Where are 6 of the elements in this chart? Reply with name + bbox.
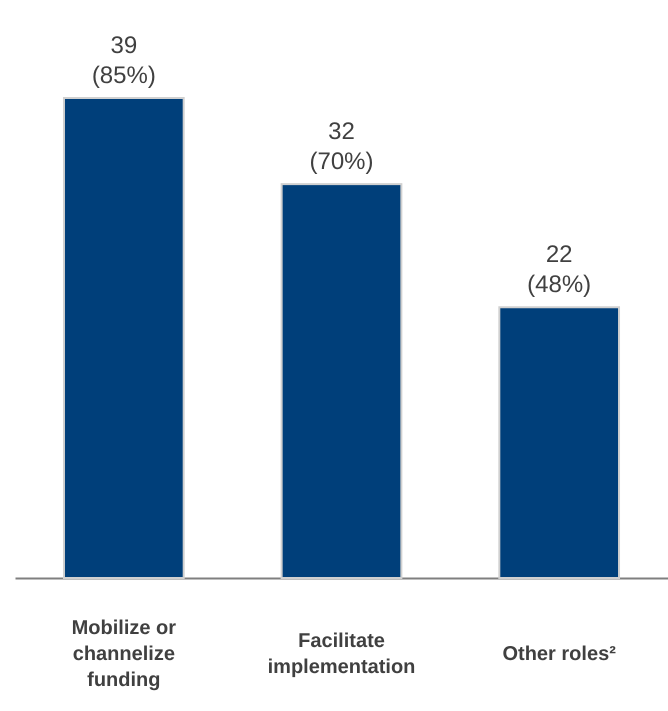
data-label: 32 (70%): [309, 118, 374, 176]
x-tick-label: Facilitate implementation: [268, 630, 416, 678]
x-tick-label: Other roles²: [502, 643, 616, 665]
data-label: 22 (48%): [527, 241, 592, 298]
data-label: 39 (85%): [92, 32, 156, 89]
x-tick-label: Mobilize or channelize funding: [72, 617, 176, 691]
